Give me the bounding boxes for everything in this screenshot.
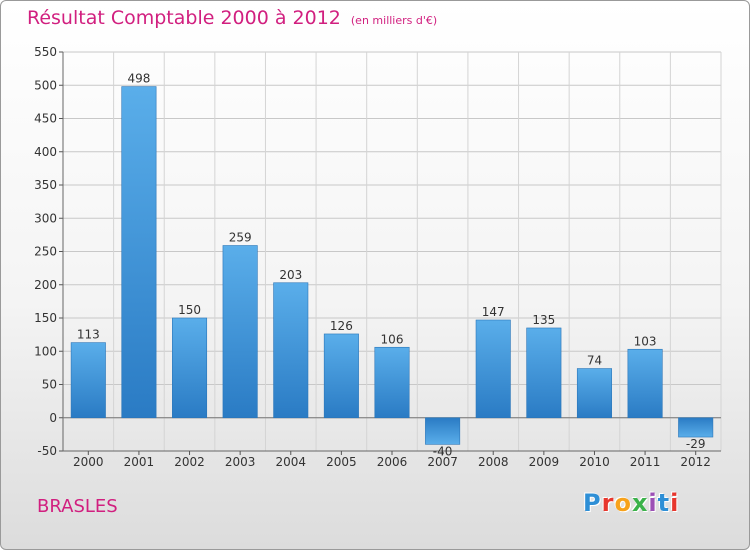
axes: -50 0 50 100 150 200 250 300 350 400 450 500 550 2000…: [34, 45, 721, 469]
y-tick-label: 200: [34, 278, 57, 292]
data-labels: 113 498 150 259 203 126 106 -40 147 135 74 103 -29: [77, 72, 706, 459]
y-tick-label: 300: [34, 211, 57, 225]
x-tick-label: 2008: [478, 455, 509, 469]
y-tick-label: 350: [34, 178, 57, 192]
data-label-2009: 135: [532, 313, 555, 327]
data-label-2010: 74: [587, 354, 602, 368]
bar-2010: [576, 368, 612, 419]
bar-2011: [627, 348, 663, 419]
data-label-2002: 150: [178, 303, 201, 317]
y-tick-label: 550: [34, 45, 57, 59]
title-text: Résultat Comptable 2000 à 2012: [27, 7, 341, 29]
x-tick-label: 2011: [630, 455, 661, 469]
chart-subtitle: (en milliers d'€): [350, 14, 438, 27]
logo-letter: i: [648, 489, 658, 517]
x-tick-label: 2002: [174, 455, 205, 469]
data-label-2011: 103: [634, 334, 657, 348]
x-tick-label: 2004: [275, 455, 306, 469]
y-tick-label: 150: [34, 311, 57, 325]
data-label-2006: 106: [381, 332, 404, 346]
y-tick-label: 0: [49, 411, 57, 425]
x-tick-label: 2000: [73, 455, 104, 469]
x-tick-label: 2010: [579, 455, 610, 469]
bar-2000: [70, 342, 106, 419]
y-tick-label: 450: [34, 112, 57, 126]
logo-letter: x: [631, 489, 649, 517]
data-label-2012: -29: [686, 437, 706, 451]
logo-letter: o: [614, 489, 632, 517]
y-tick-label: 400: [34, 145, 57, 159]
data-label-2004: 203: [279, 268, 302, 282]
logo-letter: P: [583, 489, 602, 517]
x-tick-label: 2001: [124, 455, 155, 469]
x-tick-label: 2005: [326, 455, 357, 469]
bar-2001: [121, 86, 157, 419]
bar-2004: [273, 282, 309, 419]
y-tick-label: 250: [34, 245, 57, 259]
bars: [70, 86, 714, 445]
logo-letter: r: [601, 489, 615, 517]
data-label-2008: 147: [482, 305, 505, 319]
data-label-2001: 498: [127, 72, 150, 86]
x-tick-label: 2006: [377, 455, 408, 469]
logo-letter: i: [670, 489, 680, 517]
data-label-2007: -40: [433, 444, 453, 458]
bar-2006: [374, 346, 410, 419]
logo-letter: t: [657, 489, 671, 517]
y-tick-label: 100: [34, 344, 57, 358]
x-tick-label: 2012: [680, 455, 711, 469]
x-tick-label: 2009: [529, 455, 560, 469]
bar-2007: [425, 417, 461, 445]
proxiti-logo[interactable]: Proxiti: [583, 489, 679, 517]
data-label-2000: 113: [77, 328, 100, 342]
bar-2005: [323, 333, 359, 419]
bar-2002: [172, 317, 208, 419]
y-tick-label: 50: [42, 378, 57, 392]
commune-name: BRASLES: [37, 496, 118, 517]
data-label-2003: 259: [229, 231, 252, 245]
y-tick-label: 500: [34, 78, 57, 92]
bar-2003: [222, 245, 258, 419]
bar-2012: [678, 417, 714, 438]
y-tick-label: -50: [37, 444, 57, 458]
x-tick-label: 2007: [427, 455, 458, 469]
bar-2009: [526, 327, 562, 419]
data-label-2005: 126: [330, 319, 353, 333]
x-tick-label: 2003: [225, 455, 256, 469]
chart-title: Résultat Comptable 2000 à 2012 (en millie…: [27, 7, 437, 29]
bar-2008: [475, 319, 511, 419]
